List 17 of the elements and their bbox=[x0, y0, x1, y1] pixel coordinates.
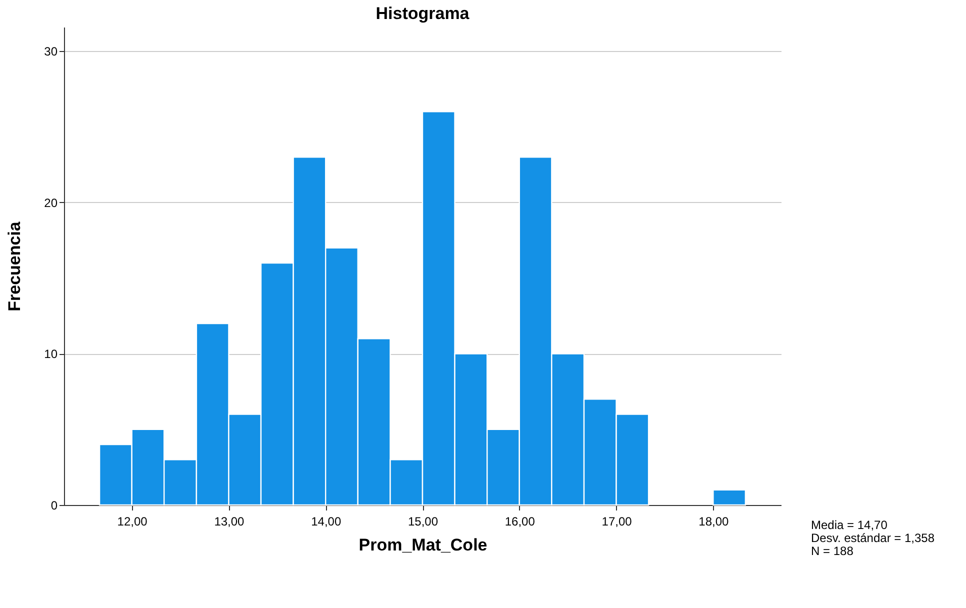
text: N = 188 bbox=[811, 544, 854, 558]
x-tick-label: 14,00 bbox=[311, 514, 342, 528]
x-tick-label: 16,00 bbox=[504, 514, 536, 528]
x-axis-title: Prom_Mat_Cole bbox=[358, 536, 488, 554]
y-tick-label: 10 bbox=[44, 347, 58, 362]
x-tick-label: 18,00 bbox=[698, 514, 730, 528]
y-tick-label: 20 bbox=[44, 196, 58, 210]
text: Desv. estándar = 1,358 bbox=[811, 531, 935, 545]
x-tick-label: 15,00 bbox=[408, 514, 438, 528]
y-tick-label: 0 bbox=[50, 498, 58, 512]
chart-title: Histograma bbox=[376, 4, 470, 23]
x-tick-label: 12,00 bbox=[117, 514, 148, 528]
y-tick-label: 30 bbox=[44, 44, 58, 59]
x-tick-label: 13,00 bbox=[214, 514, 245, 528]
y-axis-title: Frecuencia bbox=[5, 221, 24, 312]
x-tick-label: 17,00 bbox=[602, 514, 632, 528]
text: Media = 14,70 bbox=[811, 518, 888, 532]
